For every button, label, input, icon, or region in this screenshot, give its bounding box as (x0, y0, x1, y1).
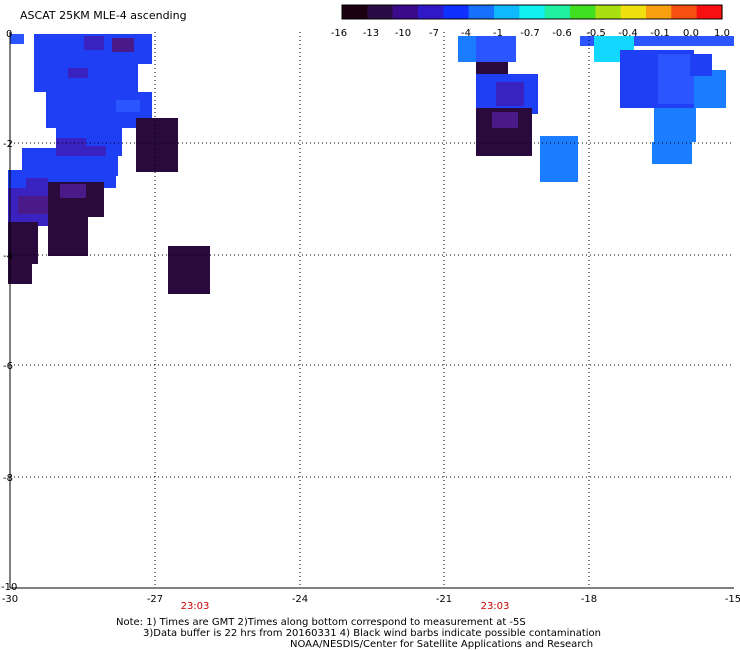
data-cell (136, 118, 178, 172)
x-tick-label: -24 (292, 594, 308, 605)
colorbar-swatch (646, 5, 672, 19)
colorbar-swatch (696, 5, 723, 19)
data-cell (8, 222, 38, 264)
data-cell (56, 138, 86, 156)
x-tick-label: -21 (436, 594, 452, 605)
data-cell (492, 112, 518, 128)
colorbar-swatch (342, 5, 368, 19)
x-tick-label: -30 (2, 594, 18, 605)
colorbar-swatch (595, 5, 622, 19)
data-cell (476, 62, 508, 76)
note-line-2: 3)Data buffer is 22 hrs from 20160331 4)… (143, 628, 601, 639)
colorbar-label: -7 (429, 28, 439, 39)
x-axis-ticks: -30 -27 -24 -21 -18 -15 (2, 594, 740, 605)
data-cell (654, 108, 696, 142)
colorbar-label: 1.0 (714, 28, 730, 39)
colorbar-label: -0.4 (618, 28, 638, 39)
data-cell (84, 146, 106, 156)
colorbar-label: -0.7 (520, 28, 540, 39)
y-tick-label: -2 (3, 139, 13, 150)
time-label: 23:03 (181, 601, 210, 612)
colorbar-label: -1 (493, 28, 503, 39)
y-tick-label: 0 (6, 29, 12, 40)
note-line-3: NOAA/NESDIS/Center for Satellite Applica… (290, 639, 593, 650)
colorbar (341, 4, 723, 20)
colorbar-swatch (544, 5, 571, 19)
colorbar-frame (341, 4, 723, 20)
colorbar-swatch (392, 5, 419, 19)
data-cell (68, 68, 88, 78)
grid-lines (10, 32, 734, 588)
y-tick-label: -10 (1, 582, 17, 593)
data-cell (694, 70, 726, 108)
data-cell (116, 100, 140, 112)
time-label: 23:03 (481, 601, 510, 612)
colorbar-swatch (468, 5, 495, 19)
data-cell (580, 36, 734, 46)
colorbar-swatch (519, 5, 546, 19)
y-tick-label: -4 (3, 251, 13, 262)
y-tick-label: -8 (3, 473, 13, 484)
x-tick-label: -27 (147, 594, 163, 605)
colorbar-label: -0.1 (650, 28, 670, 39)
colorbar-label: -10 (395, 28, 411, 39)
data-cell (168, 246, 210, 294)
colorbar-swatch (494, 5, 520, 19)
x-tick-label: -18 (581, 594, 597, 605)
colorbar-labels: -16 -13 -10 -7 -4 -1 -0.7 -0.6 -0.5 -0.4… (331, 28, 730, 39)
colorbar-label: 0.0 (683, 28, 699, 39)
x-tick-label: -15 (725, 594, 740, 605)
colorbar-label: -16 (331, 28, 347, 39)
map-title: ASCAT 25KM MLE-4 ascending (20, 9, 187, 22)
colorbar-swatch (671, 5, 698, 19)
data-cell (10, 34, 24, 44)
data-cell (60, 184, 86, 198)
colorbar-swatch (418, 5, 444, 19)
note-line-1: Note: 1) Times are GMT 2)Times along bot… (116, 617, 526, 628)
data-cell (496, 82, 524, 106)
colorbar-label: -13 (363, 28, 379, 39)
colorbar-label: -0.6 (552, 28, 572, 39)
colorbar-swatch (367, 5, 394, 19)
colorbar-label: -0.5 (586, 28, 606, 39)
data-cell (84, 36, 104, 50)
colorbar-swatch (443, 5, 470, 19)
data-cell (476, 36, 516, 62)
data-cell (26, 178, 48, 190)
y-tick-label: -6 (3, 361, 13, 372)
data-cell (652, 142, 692, 164)
data-cell (18, 196, 50, 214)
data-cell (690, 54, 712, 76)
axis-frame (9, 32, 734, 589)
colorbar-swatch (620, 5, 647, 19)
colorbar-label: -4 (461, 28, 471, 39)
data-cell (48, 214, 88, 256)
colorbar-swatch (570, 5, 596, 19)
data-cells (8, 34, 734, 294)
y-axis-ticks: 0 -2 -4 -6 -8 -10 (1, 29, 17, 593)
data-cell (540, 136, 578, 182)
data-cell (8, 262, 32, 284)
data-cell (112, 38, 134, 52)
